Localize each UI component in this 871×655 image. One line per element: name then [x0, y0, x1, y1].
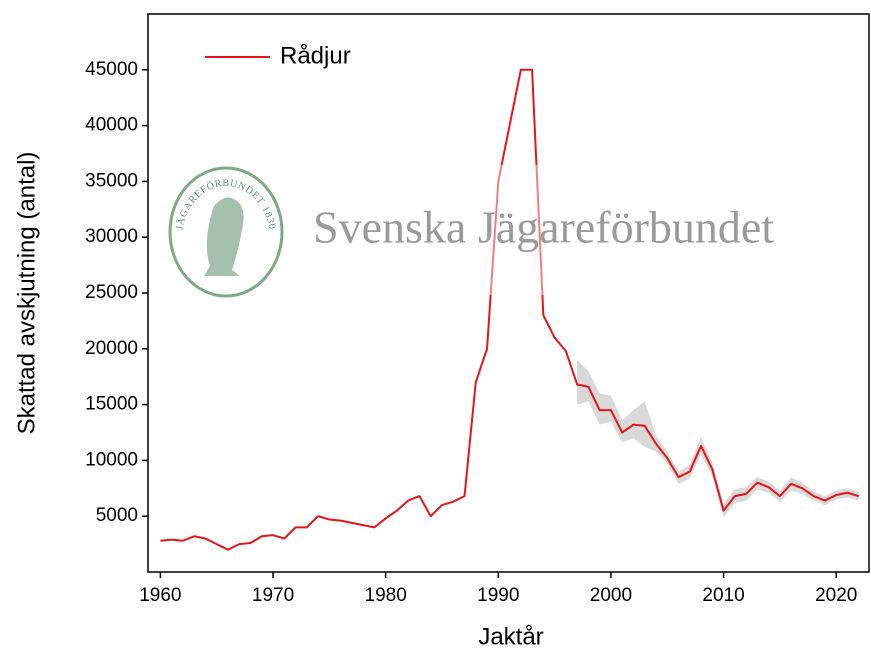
x-tick-label: 2010	[702, 585, 744, 606]
y-tick-label: 15000	[85, 394, 138, 415]
y-tick-label: 45000	[85, 59, 138, 80]
x-tick-label: 1960	[139, 585, 181, 606]
y-axis-label: Skattad avskjutning (antal)	[13, 152, 40, 435]
x-axis-label: Jaktår	[478, 623, 543, 650]
y-tick-label: 10000	[85, 449, 138, 470]
x-tick-label: 1990	[477, 585, 519, 606]
y-tick-label: 35000	[85, 170, 138, 191]
plot-frame	[147, 13, 870, 573]
y-tick-label: 5000	[96, 505, 138, 526]
x-tick-label: 2000	[590, 585, 632, 606]
x-tick-label: 2020	[815, 585, 857, 606]
legend-label: Rådjur	[280, 42, 351, 69]
x-tick-label: 1980	[365, 585, 407, 606]
y-tick-label: 20000	[85, 338, 138, 359]
data-line	[160, 68, 860, 551]
confidence-band	[577, 359, 859, 518]
logo-eagle	[204, 197, 244, 276]
watermark-text: Svenska Jägareförbundet	[313, 202, 774, 253]
y-tick-label: 25000	[85, 282, 138, 303]
watermark-backdrop	[170, 165, 865, 295]
y-tick-label: 40000	[85, 115, 138, 136]
x-tick-label: 1970	[252, 585, 294, 606]
y-tick-label: 30000	[85, 226, 138, 247]
